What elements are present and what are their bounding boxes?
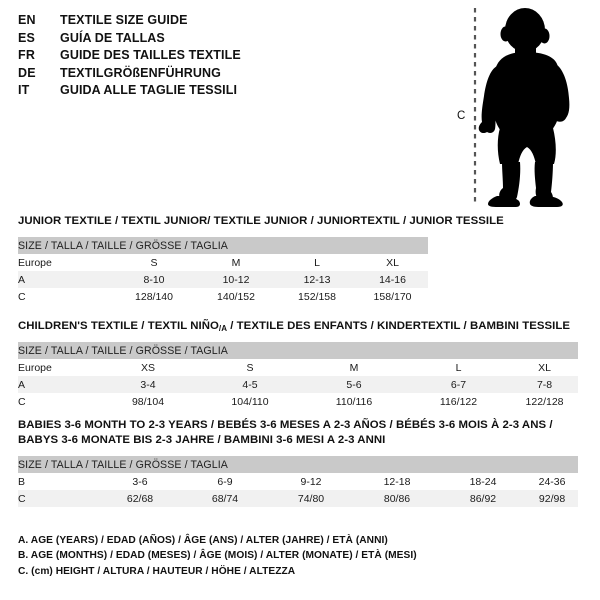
language-row-fr: FR GUIDE DES TAILLES TEXTILE (18, 48, 318, 66)
table-cell: 8-10 (113, 271, 195, 288)
row-label: Europe (18, 359, 98, 376)
size-column-header: XL (511, 359, 579, 376)
band-label: SIZE / TALLA / TAILLE / GRÖSSE / TAGLIA (18, 237, 429, 254)
table-row: A 8-10 10-12 12-13 14-16 (18, 271, 429, 288)
section-heading-babies-line1: BABIES 3-6 MONTH TO 2-3 YEARS / BEBÉS 3-… (18, 419, 553, 431)
row-label: Europe (18, 254, 113, 271)
table-row: C 98/104 104/110 110/116 116/122 122/128 (18, 393, 579, 410)
legend-line-a: A. AGE (YEARS) / EDAD (AÑOS) / ÂGE (ANS)… (18, 535, 388, 546)
table-cell: 86/92 (440, 490, 526, 507)
language-code: FR (18, 48, 36, 62)
table-row-sizes: Europe S M L XL (18, 254, 429, 271)
table-cell: 24-36 (526, 473, 579, 490)
band-label: SIZE / TALLA / TAILLE / GRÖSSE / TAGLIA (18, 456, 579, 473)
size-column-header: XL (357, 254, 429, 271)
size-column-header: M (302, 359, 406, 376)
table-cell: 74/80 (268, 490, 354, 507)
heading-subscript: /A (218, 323, 228, 333)
children-size-table: SIZE / TALLA / TAILLE / GRÖSSE / TAGLIA … (18, 342, 579, 410)
language-row-it: IT GUIDA ALLE TAGLIE TESSILI (18, 83, 318, 101)
row-label: C (18, 288, 113, 305)
row-label: A (18, 376, 98, 393)
toddler-body-shape (478, 8, 570, 207)
table-cell: 12-18 (354, 473, 440, 490)
table-cell: 6-9 (182, 473, 268, 490)
table-band-header: SIZE / TALLA / TAILLE / GRÖSSE / TAGLIA (18, 456, 579, 473)
language-row-es: ES GUÍA DE TALLAS (18, 31, 318, 49)
table-row-sizes: Europe XS S M L XL (18, 359, 579, 376)
language-row-de: DE TEXTILGRÖßENFÜHRUNG (18, 66, 318, 84)
legend-block: A. AGE (YEARS) / EDAD (AÑOS) / ÂGE (ANS)… (18, 533, 578, 579)
height-measurement-figure: C (440, 4, 600, 209)
junior-size-table: SIZE / TALLA / TAILLE / GRÖSSE / TAGLIA … (18, 237, 429, 305)
section-heading-children: CHILDREN'S TEXTILE / TEXTIL NIÑO/A / TEX… (18, 319, 578, 334)
language-code: IT (18, 83, 30, 97)
language-title: GUIDE DES TAILLES TEXTILE (60, 48, 241, 62)
table-cell: 116/122 (406, 393, 511, 410)
band-label: SIZE / TALLA / TAILLE / GRÖSSE / TAGLIA (18, 342, 579, 359)
language-code: ES (18, 30, 36, 45)
row-label: C (18, 393, 98, 410)
table-cell: 14-16 (357, 271, 429, 288)
size-column-header: S (113, 254, 195, 271)
table-cell: 122/128 (511, 393, 579, 410)
table-band-header: SIZE / TALLA / TAILLE / GRÖSSE / TAGLIA (18, 237, 429, 254)
language-code: EN (18, 13, 36, 27)
language-title: TEXTILGRÖßENFÜHRUNG (60, 65, 221, 80)
table-cell: 92/98 (526, 490, 579, 507)
language-title: GUIDA ALLE TAGLIE TESSILI (60, 83, 238, 97)
section-heading-babies-line2: BABYS 3-6 MONATE BIS 2-3 JAHRE / BAMBINI… (18, 434, 386, 446)
size-column-header: L (406, 359, 511, 376)
toddler-silhouette-icon (473, 8, 570, 207)
section-junior: JUNIOR TEXTILE / TEXTIL JUNIOR/ TEXTILE … (18, 214, 504, 305)
heading-part: / TEXTILE DES ENFANTS / KINDERTEXTIL / B… (227, 320, 571, 332)
language-title: GUÍA DE TALLAS (60, 30, 165, 45)
table-cell: 3-4 (98, 376, 198, 393)
size-column-header: M (195, 254, 277, 271)
table-cell: 158/170 (357, 288, 429, 305)
row-label: C (18, 490, 98, 507)
table-cell: 104/110 (198, 393, 302, 410)
heading-part: CHILDREN'S TEXTILE / TEXTIL NIÑO (18, 320, 219, 332)
figure-measure-label: C (457, 110, 466, 122)
size-column-header: L (277, 254, 357, 271)
section-heading-junior: JUNIOR TEXTILE / TEXTIL JUNIOR/ TEXTILE … (18, 215, 504, 227)
table-cell: 3-6 (98, 473, 182, 490)
table-cell: 110/116 (302, 393, 406, 410)
language-code: DE (18, 65, 36, 80)
section-babies: BABIES 3-6 MONTH TO 2-3 YEARS / BEBÉS 3-… (18, 418, 579, 507)
table-cell: 18-24 (440, 473, 526, 490)
table-cell: 12-13 (277, 271, 357, 288)
table-cell: 4-5 (198, 376, 302, 393)
table-row: C 62/68 68/74 74/80 80/86 86/92 92/98 (18, 490, 579, 507)
table-cell: 9-12 (268, 473, 354, 490)
table-cell: 68/74 (182, 490, 268, 507)
size-column-header: S (198, 359, 302, 376)
language-row-en: EN TEXTILE SIZE GUIDE (18, 13, 318, 31)
language-title-block: EN TEXTILE SIZE GUIDE ES GUÍA DE TALLAS … (18, 13, 318, 101)
table-cell: 80/86 (354, 490, 440, 507)
table-cell: 6-7 (406, 376, 511, 393)
table-cell: 152/158 (277, 288, 357, 305)
table-row: C 128/140 140/152 152/158 158/170 (18, 288, 429, 305)
section-children: CHILDREN'S TEXTILE / TEXTIL NIÑO/A / TEX… (18, 319, 579, 410)
table-cell: 5-6 (302, 376, 406, 393)
language-title: TEXTILE SIZE GUIDE (60, 13, 188, 27)
row-label: B (18, 473, 98, 490)
table-cell: 10-12 (195, 271, 277, 288)
babies-size-table: SIZE / TALLA / TAILLE / GRÖSSE / TAGLIA … (18, 456, 579, 507)
table-cell: 7-8 (511, 376, 579, 393)
table-cell: 62/68 (98, 490, 182, 507)
legend-line-b: B. AGE (MONTHS) / EDAD (MESES) / ÂGE (MO… (18, 550, 417, 562)
table-cell: 128/140 (113, 288, 195, 305)
table-cell: 140/152 (195, 288, 277, 305)
table-row: A 3-4 4-5 5-6 6-7 7-8 (18, 376, 579, 393)
size-column-header: XS (98, 359, 198, 376)
table-row: B 3-6 6-9 9-12 12-18 18-24 24-36 (18, 473, 579, 490)
table-cell: 98/104 (98, 393, 198, 410)
row-label: A (18, 271, 113, 288)
legend-line-c: C. (cm) HEIGHT / ALTURA / HAUTEUR / HÖHE… (18, 565, 296, 577)
table-band-header: SIZE / TALLA / TAILLE / GRÖSSE / TAGLIA (18, 342, 579, 359)
